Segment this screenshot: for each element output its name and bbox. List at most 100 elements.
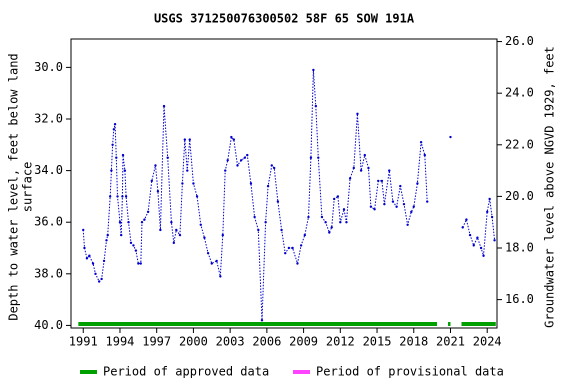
- data-point: [264, 221, 267, 224]
- y2-tick-label: 26.0: [505, 34, 534, 48]
- data-point: [215, 259, 218, 263]
- x-tick-label: 1991: [69, 335, 98, 349]
- y-tick-label: 40.0: [34, 318, 63, 332]
- data-point: [380, 179, 384, 183]
- y2-tick-label: 22.0: [505, 137, 534, 151]
- data-point: [243, 156, 247, 159]
- data-point: [175, 228, 178, 232]
- data-point: [140, 221, 144, 224]
- data-point: [199, 223, 202, 226]
- x-tick-label: 2015: [363, 335, 392, 349]
- y2-axis-label: Groundwater level above NGVD 1929, feet: [543, 46, 557, 328]
- data-point: [105, 239, 108, 242]
- data-point: [236, 164, 239, 167]
- data-point: [129, 241, 133, 245]
- data-point: [110, 169, 113, 172]
- legend-label: Period of provisional data: [316, 365, 504, 379]
- data-point: [291, 246, 294, 250]
- data-point: [486, 210, 489, 214]
- data-point: [472, 244, 475, 247]
- y2-tick-label: 16.0: [505, 292, 534, 306]
- x-tick-label: 1997: [142, 335, 171, 349]
- y-tick-label: 32.0: [34, 111, 63, 125]
- data-point: [146, 210, 150, 214]
- y2-tick-label: 20.0: [505, 189, 534, 203]
- data-point: [270, 164, 273, 167]
- data-point: [339, 221, 342, 224]
- data-point: [287, 246, 291, 250]
- data-point: [143, 218, 146, 221]
- data-point: [139, 262, 142, 265]
- data-point: [203, 236, 206, 239]
- y2-tick-label: 24.0: [505, 86, 534, 100]
- data-point: [359, 169, 363, 172]
- data-point: [257, 228, 260, 232]
- data-point: [123, 169, 127, 172]
- data-point: [97, 280, 101, 283]
- data-point: [348, 177, 352, 180]
- data-point: [239, 159, 243, 162]
- data-point: [82, 228, 85, 232]
- data-point: [121, 195, 124, 198]
- data-point: [345, 221, 348, 224]
- series-line: [82, 69, 496, 321]
- x-tick-label: 2018: [399, 335, 428, 349]
- y-axis-label: Depth to water level, feet below land: [7, 53, 21, 320]
- data-point: [399, 184, 402, 188]
- data-point: [88, 254, 91, 257]
- data-point: [137, 262, 140, 265]
- data-point: [91, 262, 95, 265]
- data-point: [280, 228, 283, 232]
- period-bar: [448, 322, 451, 326]
- data-point: [178, 233, 182, 237]
- x-tick-label: 2000: [179, 335, 208, 349]
- data-point: [83, 246, 86, 250]
- data-point: [391, 200, 395, 203]
- y-tick-label: 38.0: [34, 266, 63, 280]
- x-tick-label: 2009: [289, 335, 318, 349]
- data-point: [490, 215, 494, 219]
- data-point: [273, 166, 276, 170]
- data-point: [195, 195, 199, 198]
- y-tick-label: 30.0: [34, 60, 63, 74]
- data-point: [488, 197, 491, 201]
- data-point: [186, 169, 189, 172]
- data-point: [314, 104, 318, 108]
- data-point: [249, 182, 253, 185]
- data-point: [124, 195, 128, 198]
- y-axis-label: surface: [21, 162, 35, 213]
- x-tick-label: 1994: [106, 335, 135, 349]
- data-point: [106, 233, 109, 237]
- data-point: [172, 241, 176, 245]
- legend-label: Period of approved data: [103, 365, 269, 379]
- data-point: [276, 200, 280, 203]
- data-point: [449, 135, 452, 139]
- data-point: [111, 143, 114, 146]
- data-point: [476, 236, 479, 239]
- data-point: [102, 259, 106, 263]
- data-point: [352, 166, 355, 170]
- chart-title: USGS 371250076300502 58F 65 SOW 191A: [154, 12, 415, 26]
- data-point: [307, 215, 310, 219]
- data-point: [468, 233, 472, 237]
- data-point: [162, 104, 166, 108]
- period-bar: [78, 322, 438, 326]
- data-point: [221, 233, 224, 237]
- data-point: [224, 169, 227, 172]
- data-point: [226, 159, 229, 162]
- data-point: [127, 221, 130, 224]
- data-point: [406, 223, 409, 226]
- data-point: [482, 254, 485, 257]
- data-point: [170, 221, 173, 224]
- data-point: [309, 156, 313, 159]
- data-point: [426, 200, 429, 203]
- data-point: [100, 277, 103, 281]
- data-point: [479, 246, 483, 250]
- data-point: [260, 319, 264, 322]
- data-point: [373, 208, 376, 211]
- data-point: [324, 221, 327, 224]
- data-point: [312, 68, 315, 72]
- data-point: [377, 179, 380, 183]
- data-point: [150, 179, 153, 183]
